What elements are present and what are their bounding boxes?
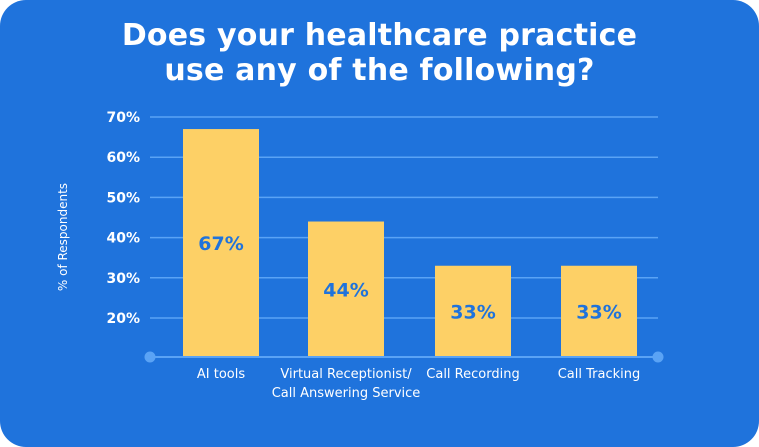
y-tick-label-60: 60% (106, 150, 140, 166)
bars (183, 129, 637, 357)
x-tick-label-3: Call Recording (426, 367, 519, 382)
y-tick-label-70: 70% (106, 110, 140, 126)
y-tick-label-40: 40% (106, 231, 140, 247)
labels: 20% 30% 40% 50% 60% 70% % of Respondents 67% 44%… (56, 110, 640, 401)
bar-2 (308, 221, 384, 357)
x-axis-start-dot (144, 351, 156, 363)
y-tick-label-50: 50% (106, 190, 140, 206)
data-label-4: 33% (576, 301, 621, 323)
data-label-2: 44% (323, 279, 368, 301)
y-axis-label: % of Respondents (56, 183, 70, 291)
bar-3 (435, 265, 511, 357)
x-axis (144, 351, 664, 363)
bar-1 (183, 129, 259, 357)
y-tick-label-30: 30% (106, 271, 140, 287)
chart-title-line-2: use any of the following? (164, 53, 595, 88)
y-tick-label-20: 20% (106, 311, 140, 327)
data-label-3: 33% (450, 301, 495, 323)
x-tick-label-2-line-1: Virtual Receptionist/ (280, 367, 412, 382)
chart-title: Does your healthcare practice use any of… (0, 18, 759, 88)
data-label-1: 67% (198, 233, 243, 255)
x-tick-label-4: Call Tracking (558, 367, 641, 382)
x-axis-end-dot (652, 351, 664, 363)
x-tick-label-1: AI tools (197, 367, 245, 382)
bar-4 (561, 265, 637, 357)
chart-title-line-1: Does your healthcare practice (121, 18, 638, 53)
x-tick-label-2-line-2: Call Answering Service (272, 386, 421, 401)
